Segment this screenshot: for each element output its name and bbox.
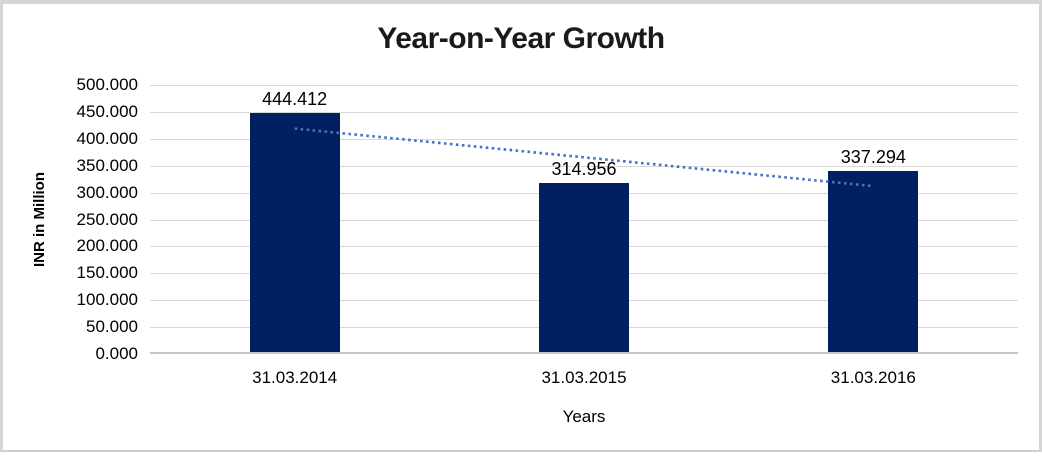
y-tick-label: 400.000 [76,128,138,148]
y-tick-label: 0.000 [95,344,138,363]
gridline [150,165,1018,167]
bar-value-label: 314.956 [551,158,617,179]
y-tick-label: 200.000 [76,236,138,256]
bar [539,182,629,352]
x-tick-label: 31.03.2014 [252,368,338,387]
y-tick-label: 50.000 [86,317,138,337]
y-tick-label: 500.000 [76,75,138,94]
y-tick-label: 350.000 [76,155,138,175]
y-axis-tick-labels: 500.000 450.000 400.000 350.000 300.000 250.0… [0,75,138,363]
x-tick-label: 31.03.2016 [830,368,916,387]
bar [249,112,340,352]
y-tick-label: 150.000 [76,263,138,283]
gridline [150,85,1018,86]
gridline [150,138,1018,140]
plot-area: 444.412 314.956 337.294 [150,85,1018,354]
chart-title: Year-on-Year Growth [377,22,665,55]
bar [828,170,919,352]
y-tick-label: 450.000 [76,101,138,121]
trendline [294,127,874,188]
bar-value-label: 444.412 [262,88,328,109]
x-tick-label: 31.03.2015 [541,368,627,387]
y-tick-label: 300.000 [76,182,138,202]
x-axis-tick-labels: 31.03.2014 31.03.2015 31.03.2016 [150,368,1018,392]
gridline [150,111,1018,113]
bar-value-label: 337.294 [840,146,906,167]
y-tick-label: 100.000 [76,290,138,310]
y-tick-label: 250.000 [76,209,138,229]
x-axis-title: Years [562,407,606,426]
